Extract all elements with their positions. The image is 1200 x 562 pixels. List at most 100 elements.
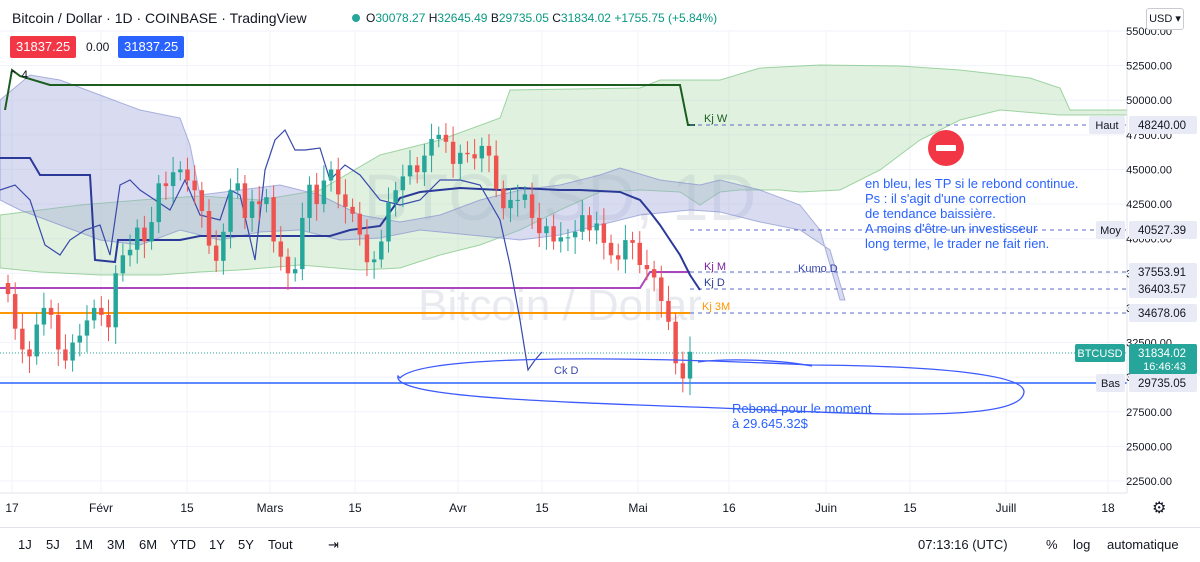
candle-body — [364, 234, 370, 263]
timeframe-5j[interactable]: 5J — [46, 537, 60, 552]
timeframe-1j[interactable]: 1J — [18, 537, 32, 552]
grid-lines — [0, 30, 1127, 493]
market-status-dot — [352, 14, 360, 22]
candle-body — [400, 176, 406, 191]
indicators-toggle[interactable]: ⌃ 4 — [8, 68, 28, 82]
price-label-bg — [1129, 116, 1197, 134]
watermark-symbol: BTCUSD, 1D — [364, 160, 756, 234]
candle-body — [371, 259, 377, 263]
candle-body — [77, 335, 83, 343]
candle-body — [508, 199, 513, 209]
symbol-title[interactable]: Bitcoin / Dollar · 1D · COINBASE · Tradi… — [12, 10, 307, 26]
timeframe-5y[interactable]: 5Y — [238, 537, 254, 552]
timeframe-1y[interactable]: 1Y — [209, 537, 225, 552]
candle-body — [99, 307, 104, 315]
candle-body — [70, 342, 75, 361]
high-value: 32645.49 — [437, 11, 488, 25]
clock[interactable]: 07:13:16 (UTC) — [918, 537, 1008, 552]
price-label-value: 34678.06 — [1138, 308, 1186, 320]
time-tick-label: Juin — [815, 501, 837, 515]
price-axis[interactable]: 55000.0052500.0050000.0047500.0045000.00… — [1075, 26, 1200, 527]
candle-body — [436, 134, 441, 139]
high-label: H — [428, 11, 438, 25]
time-tick-label: Avr — [449, 501, 467, 515]
time-axis[interactable]: 17 Févr 15 Mars 15 Avr 15 Mai 16 Juin 15 Juill 18 — [0, 492, 1127, 515]
candle-body — [120, 255, 126, 274]
candle-body — [666, 301, 671, 322]
candle-body — [56, 314, 61, 350]
candle-body — [149, 222, 154, 242]
candle-body — [393, 190, 398, 203]
candle-body — [228, 190, 233, 232]
candle-body — [5, 283, 11, 295]
candle-body — [687, 351, 693, 379]
kijun-weekly-line — [4, 68, 695, 126]
candle-body — [551, 226, 556, 242]
kijun-monthly-line — [0, 271, 690, 289]
candle-body — [644, 265, 650, 270]
candle-body — [515, 199, 520, 201]
timeframe-6m[interactable]: 6M — [139, 537, 158, 552]
spread-value: 0.00 — [86, 40, 110, 54]
price-tag-label: Moy — [1100, 225, 1121, 237]
gear-icon[interactable]: ⚙ — [1152, 500, 1167, 517]
log-toggle[interactable]: log — [1073, 537, 1091, 552]
timeframe-1m[interactable]: 1M — [75, 537, 94, 552]
date-range-icon[interactable]: ⇥ — [328, 537, 339, 552]
auto-toggle[interactable]: automatique — [1107, 537, 1179, 552]
price-tick-label: 42500.00 — [1126, 199, 1172, 211]
time-tick-label: 15 — [903, 501, 917, 515]
candle-body — [544, 226, 549, 234]
candle-body — [443, 134, 449, 142]
candle-body — [206, 211, 212, 246]
price-tick-label: 50000.00 — [1126, 95, 1172, 107]
candle-body — [271, 197, 276, 242]
candle-body — [572, 231, 578, 238]
candle-body — [623, 240, 628, 260]
candle-body — [386, 202, 391, 242]
indicator-count: 4 — [21, 68, 29, 82]
candle-body — [407, 165, 413, 177]
candle-body — [458, 152, 463, 164]
candle-body — [422, 155, 427, 173]
price-tag-label: Haut — [1095, 120, 1118, 132]
price-label-value: 31834.02 — [1138, 348, 1186, 360]
buy-button[interactable]: 31837.25 — [118, 36, 185, 58]
ohlc-readout: O30078.27 H32645.49 B29735.05 C31834.02 … — [366, 11, 717, 25]
price-label-countdown: 16:46:43 — [1143, 361, 1186, 373]
candle-body — [587, 215, 592, 231]
candle-body — [630, 240, 635, 243]
chart-header: Bitcoin / Dollar · 1D · COINBASE · Tradi… — [0, 0, 1200, 34]
timeframe-all[interactable]: Tout — [268, 537, 293, 552]
kumo-d-label: Kumo D — [798, 263, 838, 275]
candle-body — [580, 215, 585, 232]
candle-body — [601, 223, 607, 243]
timeframe-ytd[interactable]: YTD — [170, 537, 196, 552]
percent-toggle[interactable]: % — [1046, 537, 1058, 552]
candle-body — [343, 194, 348, 207]
candle-body — [594, 223, 599, 231]
sell-button[interactable]: 31837.25 — [10, 36, 77, 58]
price-label-bg — [1129, 263, 1197, 281]
price-label-value: 36403.57 — [1138, 284, 1186, 296]
candle-body — [465, 152, 470, 155]
note-main: en bleu, les TP si le rebond continue. P… — [865, 176, 1079, 251]
candle-body — [106, 314, 111, 328]
timeframe-3m[interactable]: 3M — [107, 537, 126, 552]
candle-body — [221, 231, 226, 261]
currency-button[interactable]: USD ▾ — [1146, 8, 1184, 30]
candle-body — [292, 269, 298, 274]
candle-body — [321, 180, 327, 205]
candle-body — [637, 242, 642, 265]
candle-body — [307, 184, 312, 218]
candle-body — [249, 201, 255, 218]
candle-body — [680, 363, 686, 379]
time-tick-label: Mars — [257, 501, 284, 515]
drawings: Kj W Kj M Kj D Kj 3M Kumo D Ck D — [397, 113, 1025, 415]
candle-body — [113, 273, 118, 328]
currency-label: USD — [1149, 13, 1173, 25]
candle-body — [336, 169, 341, 195]
price-tick-label: 45000.00 — [1126, 164, 1172, 176]
candle-body — [12, 294, 18, 329]
